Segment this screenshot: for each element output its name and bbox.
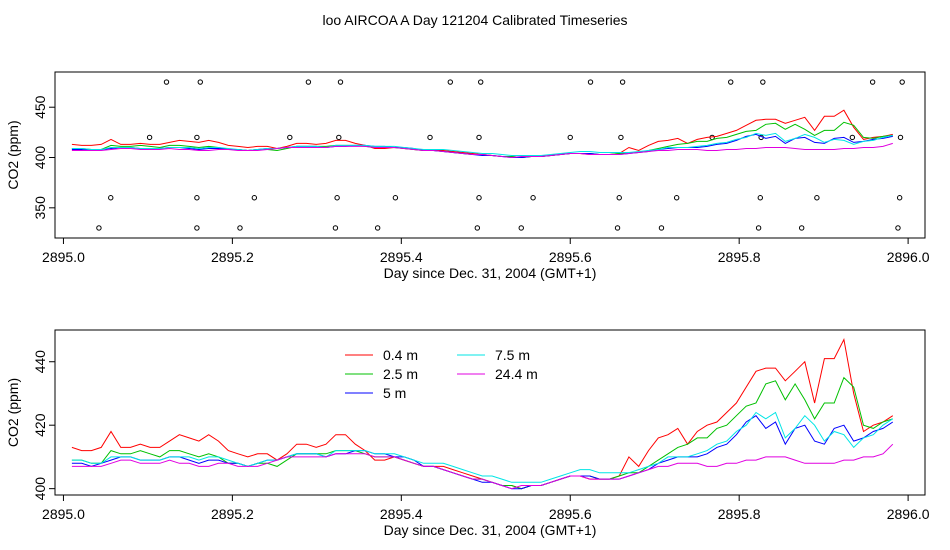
y-tick-label: 350 — [32, 196, 48, 220]
data-point — [108, 195, 114, 201]
series-line-2-5-m — [71, 121, 893, 159]
x-tick-label: 2895.0 — [42, 249, 85, 265]
data-point — [899, 79, 905, 85]
data-point — [673, 195, 680, 201]
y-tick-label: 400 — [32, 146, 48, 170]
data-point — [567, 134, 573, 141]
series-line-7-5-m — [71, 411, 894, 483]
x-axis-label: Day since Dec. 31, 2004 (GMT+1) — [384, 522, 597, 538]
series-line-5-m — [71, 133, 893, 158]
y-axis-label: CO2 (ppm) — [5, 378, 21, 447]
data-point — [194, 134, 200, 141]
plot-frame — [54, 329, 926, 496]
series-line-7-5-m — [71, 132, 893, 156]
data-point — [814, 195, 820, 201]
data-point — [618, 134, 624, 141]
data-point — [478, 79, 484, 85]
x-tick-label: 2896.0 — [887, 249, 930, 265]
data-point — [518, 225, 524, 231]
data-point — [476, 134, 482, 141]
data-point — [374, 225, 381, 231]
data-point — [476, 195, 482, 201]
data-point — [869, 79, 876, 85]
legend-label: 0.4 m — [383, 347, 418, 363]
data-point — [197, 79, 203, 85]
series-line-2-5-m — [71, 376, 893, 490]
data-point — [96, 225, 102, 231]
y-axis-label: CO2 (ppm) — [5, 120, 21, 189]
x-tick-label: 2895.4 — [380, 506, 423, 522]
plot-frame — [54, 71, 926, 239]
legend-label: 2.5 m — [383, 366, 418, 382]
x-tick-label: 2896.0 — [887, 506, 930, 522]
series-line-5-m — [71, 415, 894, 490]
data-point — [427, 134, 433, 141]
x-tick-label: 2895.6 — [549, 506, 592, 522]
x-tick-label: 2895.0 — [42, 506, 85, 522]
data-point — [895, 225, 901, 231]
data-point — [658, 225, 665, 231]
x-tick-label: 2895.2 — [211, 506, 254, 522]
data-point — [798, 225, 805, 231]
x-axis-label: Day since Dec. 31, 2004 (GMT+1) — [384, 265, 597, 281]
data-point — [305, 79, 312, 85]
bottom-panel: 2895.0 2895.2 2895.4 2895.6 2895.8 2896.0 400 4… — [5, 329, 930, 538]
y-tick-label: 450 — [32, 95, 48, 119]
y-tick-label: 420 — [32, 413, 48, 437]
x-tick-label: 2895.2 — [211, 249, 254, 265]
data-point — [146, 134, 153, 141]
y-tick-label: 440 — [32, 350, 48, 374]
data-point — [287, 134, 293, 141]
data-point — [237, 225, 243, 231]
data-point — [755, 225, 762, 231]
data-point — [587, 79, 594, 85]
chart-title: loo AIRCOA A Day 121204 Calibrated Times… — [322, 12, 627, 28]
data-point — [897, 134, 904, 141]
data-point — [530, 195, 536, 201]
data-point — [760, 79, 766, 85]
data-point — [614, 225, 621, 231]
legend-label: 7.5 m — [495, 347, 530, 363]
x-tick-label: 2895.8 — [718, 249, 761, 265]
y-tick-label: 400 — [32, 477, 48, 501]
data-point — [332, 225, 339, 231]
legend-label: 5 m — [383, 385, 406, 401]
data-point — [619, 79, 626, 85]
data-point — [447, 79, 454, 85]
data-point — [251, 195, 258, 201]
data-point — [474, 225, 481, 231]
data-point — [194, 225, 200, 231]
data-point — [757, 195, 763, 201]
data-point — [334, 195, 340, 201]
x-tick-label: 2895.8 — [718, 506, 761, 522]
x-tick-label: 2895.6 — [549, 249, 592, 265]
x-tick-label: 2895.4 — [380, 249, 423, 265]
data-point — [392, 195, 399, 201]
data-point — [728, 79, 734, 85]
data-point — [163, 79, 170, 85]
data-point — [896, 195, 903, 201]
series-line-0-4-m — [71, 337, 894, 490]
data-point — [336, 134, 342, 141]
top-panel: 2895.0 2895.2 2895.4 2895.6 2895.8 2896.0 350 4… — [5, 71, 930, 281]
data-point — [616, 195, 622, 201]
data-point — [337, 79, 344, 85]
data-point — [849, 134, 856, 141]
series-line-24-4-m — [71, 142, 893, 159]
series-line-24-4-m — [71, 443, 894, 490]
data-point — [194, 195, 200, 201]
legend-label: 24.4 m — [495, 366, 538, 382]
